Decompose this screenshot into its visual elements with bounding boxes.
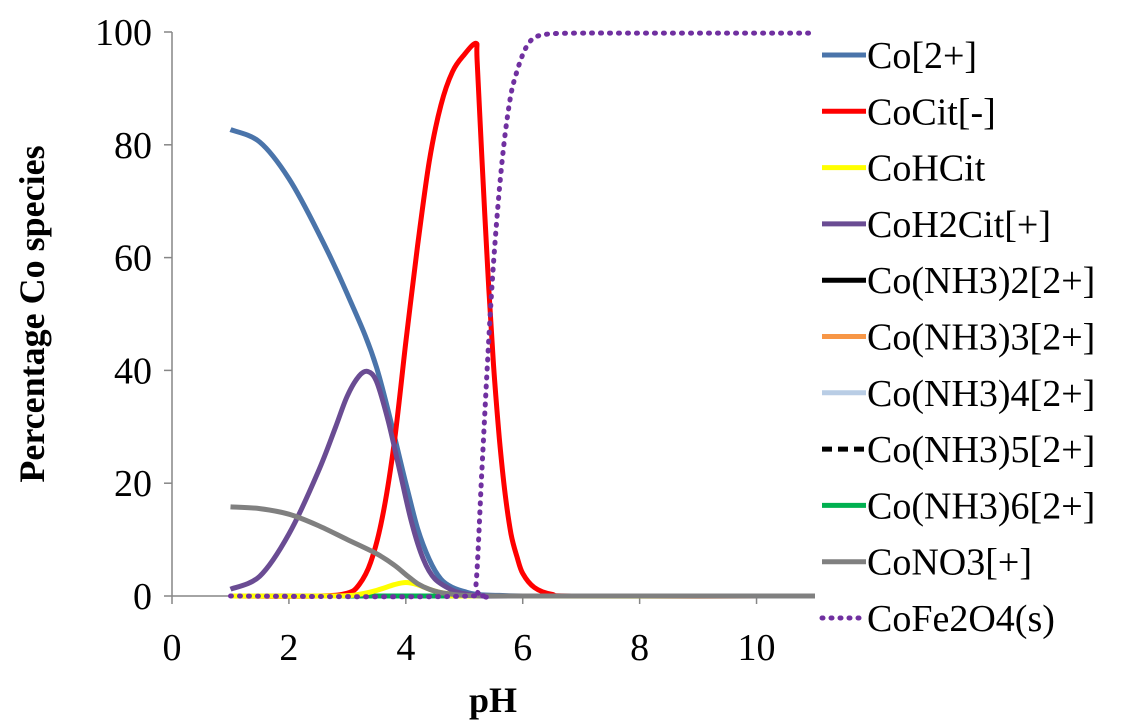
x-tick-label: 2 <box>279 627 298 669</box>
legend-label: Co(NH3)5[2+] <box>867 429 1095 471</box>
series-line-coh2cit <box>229 368 815 599</box>
legend-label: Co(NH3)2[2+] <box>867 260 1095 302</box>
y-tick-label: 40 <box>114 350 152 392</box>
series-line-cofe2o4-s <box>228 30 818 600</box>
legend-label: CoHCit <box>867 148 986 190</box>
legend-label: Co(NH3)4[2+] <box>867 373 1095 415</box>
series-line-cono3 <box>230 504 815 599</box>
legend-label: Co[2+] <box>867 35 977 77</box>
y-tick-label: 80 <box>114 125 152 167</box>
y-tick-label: 100 <box>95 12 152 54</box>
y-tick-label: 0 <box>133 576 152 618</box>
y-tick-label: 60 <box>114 238 152 280</box>
plot-area: 0 2 4 6 8 10 0 20 40 60 80 100 <box>95 12 818 669</box>
x-ticks: 0 2 4 6 8 10 <box>163 596 776 669</box>
y-tick-label: 20 <box>114 463 152 505</box>
legend-label: CoNO3[+] <box>867 542 1032 584</box>
series-lines <box>228 30 818 600</box>
x-tick-label: 0 <box>163 627 182 669</box>
y-axis-title: Percentage Co species <box>12 145 52 482</box>
y-ticks: 0 20 40 60 80 100 <box>95 12 172 618</box>
series-line-cocit <box>230 40 816 599</box>
legend-label: CoCit[-] <box>867 91 996 133</box>
x-tick-label: 8 <box>630 627 649 669</box>
x-tick-label: 10 <box>738 627 776 669</box>
x-tick-label: 4 <box>396 627 415 669</box>
legend-label: CoFe2O4(s) <box>867 598 1055 640</box>
legend-label: Co(NH3)6[2+] <box>867 485 1095 527</box>
legend-label: Co(NH3)3[2+] <box>867 317 1095 359</box>
x-axis-title: pH <box>469 680 517 720</box>
legend-label: CoH2Cit[+] <box>867 204 1051 246</box>
x-tick-label: 6 <box>513 627 532 669</box>
legend: Co[2+] CoCit[-] CoHCit CoH2Cit[+] Co(NH3)2[2… <box>819 35 1095 640</box>
